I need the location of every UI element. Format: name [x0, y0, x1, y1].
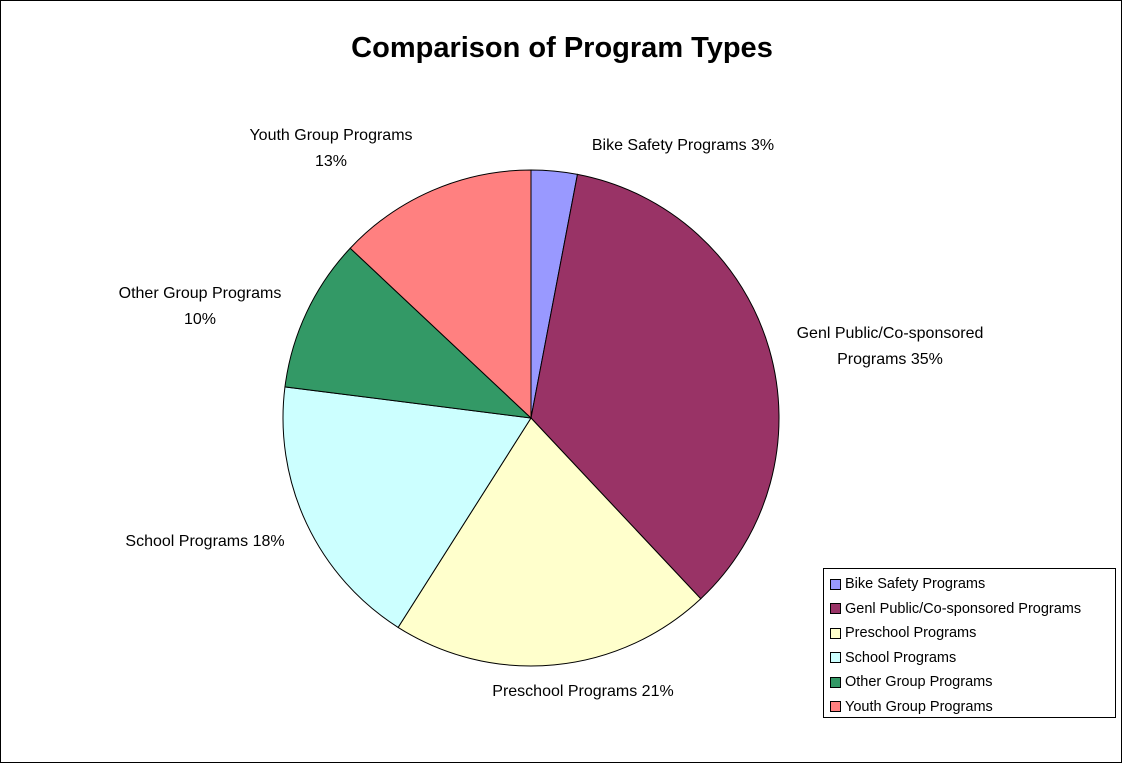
slice-label-school-programs: School Programs 18%: [125, 533, 284, 550]
chart-title: Comparison of Program Types: [351, 32, 773, 64]
legend-label: Bike Safety Programs: [845, 576, 986, 593]
pie-slice-other-group-programs: [284, 247, 533, 419]
slice-label-bike-safety-programs: Bike Safety Programs 3%: [592, 137, 774, 154]
legend-swatch: [830, 578, 841, 590]
legend: Bike Safety Programs Genl Public/Co-spons…: [823, 568, 1116, 718]
legend-label: School Programs: [845, 649, 957, 666]
slice-label-genl-public-co-sponsored-programs: Genl Public/Co-sponsored Programs 35%: [797, 325, 984, 368]
legend-label: Preschool Programs: [845, 625, 977, 642]
slice-label-other-group-programs: Other Group Programs 10%: [119, 285, 282, 328]
legend-item: School Programs: [824, 646, 1115, 671]
legend-item: Youth Group Programs: [824, 695, 1115, 720]
legend-item: Genl Public/Co-sponsored Programs: [824, 597, 1115, 622]
pie-slice-school-programs: [282, 386, 532, 629]
pie-slice-preschool-programs: [397, 417, 702, 667]
legend-swatch: [830, 627, 841, 639]
pie-slice-genl-public-co-sponsored-programs: [530, 173, 780, 600]
legend-swatch: [830, 652, 841, 664]
legend-swatch: [830, 603, 841, 615]
slice-label-youth-group-programs: Youth Group Programs 13%: [249, 127, 412, 170]
pie-slice-youth-group-programs: [349, 169, 532, 420]
slice-label-preschool-programs: Preschool Programs 21%: [492, 683, 673, 700]
legend-label: Youth Group Programs: [845, 698, 993, 715]
legend-label: Other Group Programs: [845, 674, 993, 691]
legend-item: Preschool Programs: [824, 621, 1115, 646]
legend-item: Bike Safety Programs: [824, 572, 1115, 597]
legend-swatch: [830, 676, 841, 688]
legend-label: Genl Public/Co-sponsored Programs: [845, 600, 1082, 617]
legend-item: Other Group Programs: [824, 670, 1115, 695]
legend-swatch: [830, 701, 841, 713]
